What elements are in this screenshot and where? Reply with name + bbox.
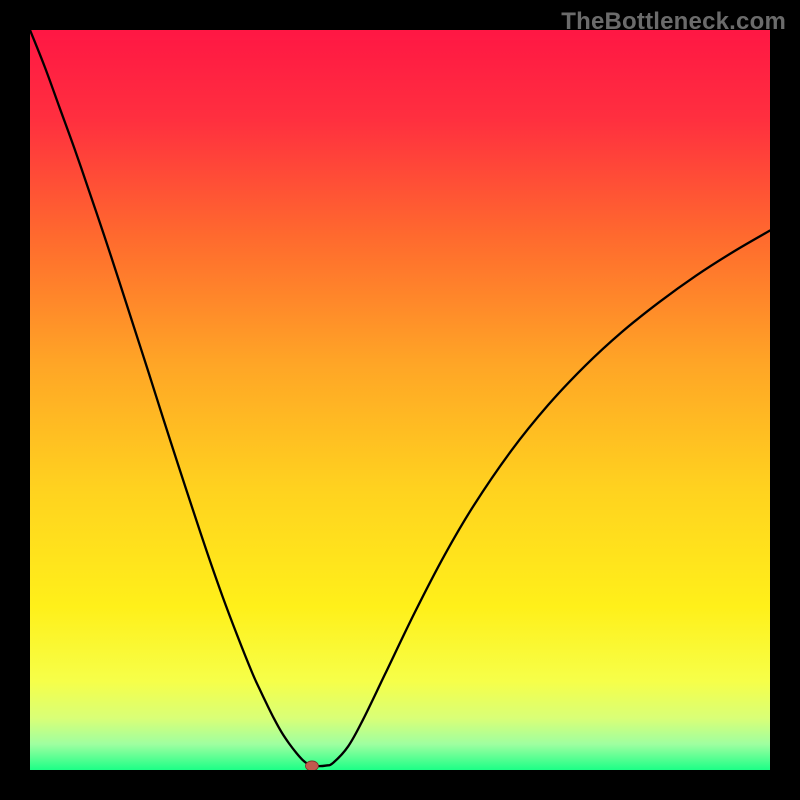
chart-frame [0, 0, 800, 800]
plot-area [30, 30, 770, 770]
plot-curve-layer [30, 30, 770, 770]
bottleneck-point [305, 761, 318, 770]
bottleneck-curve [30, 30, 770, 766]
watermark-label: TheBottleneck.com [561, 8, 786, 36]
